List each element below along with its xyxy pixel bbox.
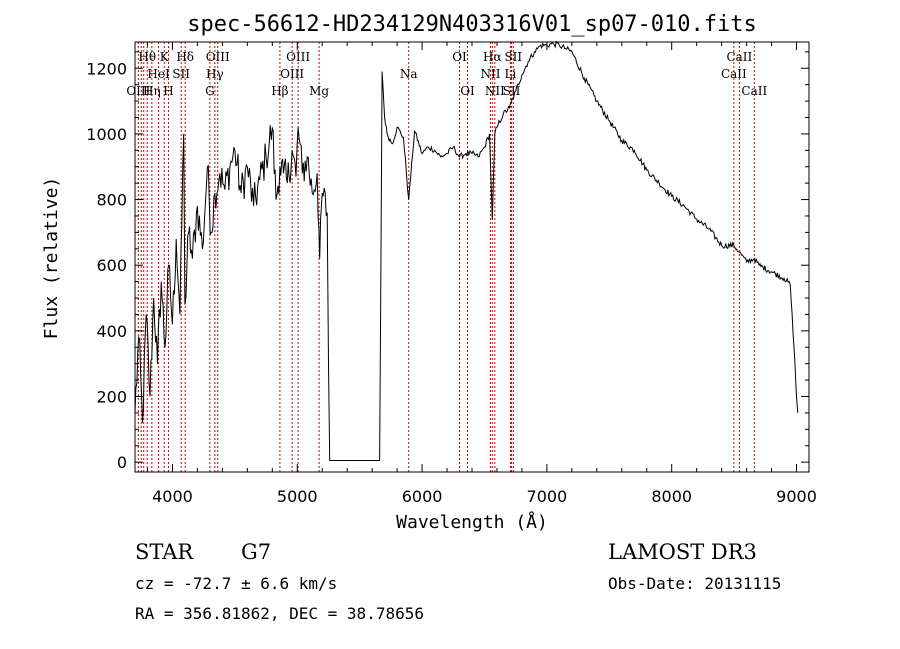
x-tick-label-9000: 9000 [776,487,817,506]
x-axis: 4000 5000 6000 7000 8000 9000 [146,42,817,506]
object-subclass: G7 [241,540,271,564]
line-label-23: OI [460,84,475,98]
spectrum-line-0 [134,40,799,461]
line-label-22: Mg [309,84,329,98]
survey-name: LAMOST DR3 [608,540,757,564]
spectrum-series [134,40,799,461]
y-axis-label: Flux (relative) [41,177,62,340]
line-label-24: NII [485,84,505,98]
ra-dec-coords: RA = 356.81862, DEC = 38.78656 [135,604,424,623]
x-tick-label-5000: 5000 [277,487,318,506]
line-label-13: Hγ [206,67,224,81]
plot-frame [134,41,810,473]
line-label-9: CaII [726,50,752,64]
line-label-18: Hη [143,84,161,98]
x-tick-label-4000: 4000 [152,487,193,506]
x-tick-label-7000: 7000 [527,487,568,506]
line-label-7: Hα [483,50,502,64]
y-axis: 0 200 400 600 800 1000 1200 [86,51,809,472]
y-tick-label-1000: 1000 [86,125,127,144]
line-label-25: SII [503,84,521,98]
line-label-6: OI [452,50,467,64]
line-label-20: G [205,84,215,98]
line-label-8: SII [504,50,522,64]
line-label-16: Li [505,67,517,81]
y-tick-label-800: 800 [96,191,127,210]
line-label-4: OIII [286,50,310,64]
chart-title: spec-56612-HD234129N403316V01_sp07-010.f… [187,12,757,37]
y-tick-label-600: 600 [96,256,127,275]
line-label-19: H [163,84,173,98]
x-axis-label: Wavelength (Å) [396,511,548,533]
line-label-1: K [160,50,170,64]
line-label-0: Hθ [138,50,156,64]
y-tick-label-1200: 1200 [86,59,127,78]
line-label-5: Na [400,67,418,81]
obs-date: Obs-Date: 20131115 [608,574,781,593]
line-label-10: OIII [126,84,150,98]
y-tick-label-400: 400 [96,322,127,341]
line-label-15: NII [480,67,500,81]
line-label-3: OIII [206,50,230,64]
line-label-14: OIII [280,67,304,81]
line-label-12: SII [172,67,190,81]
y-tick-label-0: 0 [117,453,127,472]
x-tick-label-6000: 6000 [402,487,443,506]
line-label-2: Hδ [176,50,194,64]
x-tick-label-8000: 8000 [651,487,692,506]
line-label-21: Hβ [271,84,288,98]
line-label-17: CaII [721,67,747,81]
y-tick-label-200: 200 [96,388,127,407]
redshift-cz: cz = -72.7 ± 6.6 km/s [135,574,337,593]
spectral-line-markers [137,42,755,472]
line-label-11: HeI [147,67,170,81]
line-label-26: CaII [741,84,767,98]
object-class: STAR [135,540,194,564]
